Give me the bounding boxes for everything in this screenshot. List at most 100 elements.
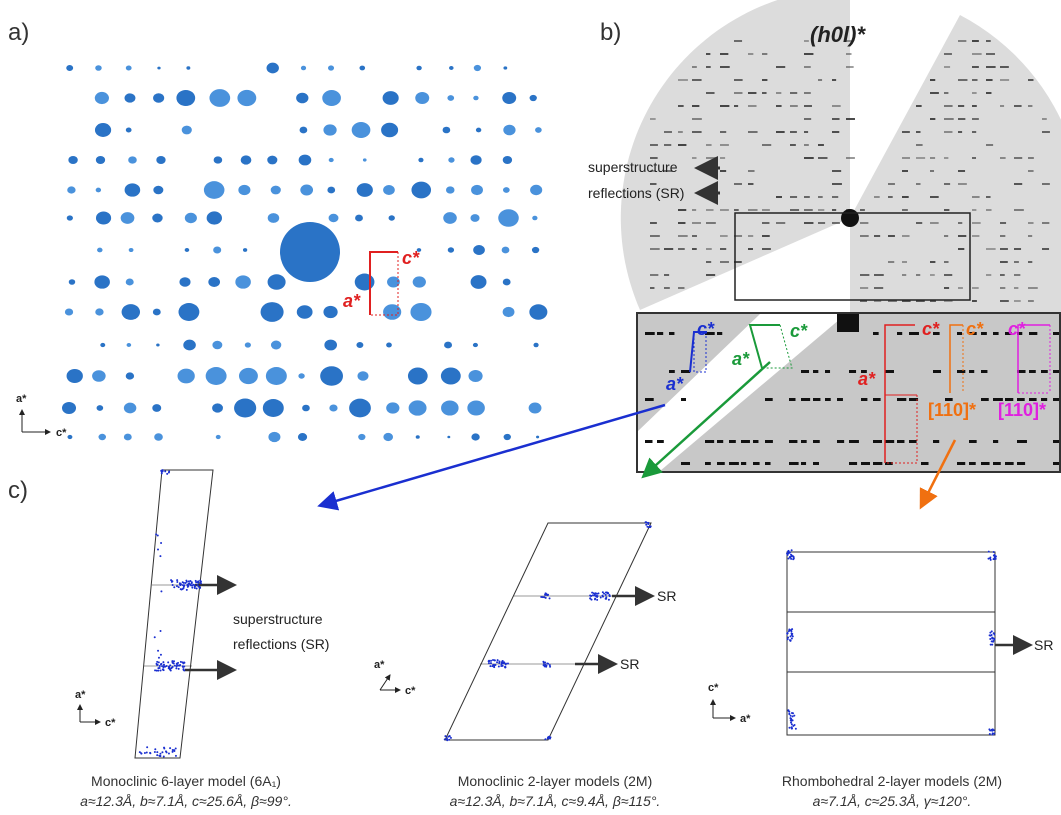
point xyxy=(493,665,495,667)
reflection-blob xyxy=(532,247,539,253)
reflection xyxy=(818,79,822,81)
reflection-blob xyxy=(154,433,163,440)
point xyxy=(162,666,164,668)
point xyxy=(792,712,794,714)
reflection-blob xyxy=(536,436,539,439)
point xyxy=(172,666,174,668)
reflection xyxy=(1028,287,1038,289)
reflection xyxy=(832,222,840,224)
reflection xyxy=(958,183,967,185)
reflection xyxy=(972,196,980,198)
point xyxy=(191,587,193,589)
reflection xyxy=(790,92,797,94)
point xyxy=(990,559,992,561)
reflection xyxy=(717,332,722,335)
reflection xyxy=(981,370,987,373)
point xyxy=(159,555,161,557)
point xyxy=(156,751,158,753)
reflection xyxy=(706,222,716,224)
reflection-blob xyxy=(212,403,223,412)
cell-label: c* xyxy=(790,321,808,341)
reflection xyxy=(902,157,910,159)
reflection-blob xyxy=(126,372,134,379)
reflection xyxy=(664,274,669,276)
reflection xyxy=(1014,287,1018,289)
reflection xyxy=(916,157,925,159)
reflection-blob xyxy=(96,156,105,164)
point xyxy=(993,554,995,556)
reflection-blob xyxy=(302,405,310,412)
point xyxy=(163,669,165,671)
reflection xyxy=(729,462,739,465)
reflection xyxy=(902,261,907,263)
reflection xyxy=(885,370,894,373)
reflection-blob xyxy=(126,66,132,71)
reflection xyxy=(741,462,746,465)
reflection-blob xyxy=(127,343,132,347)
reflection xyxy=(804,118,811,120)
reflection-blob xyxy=(241,155,252,164)
reflection xyxy=(933,440,939,443)
point xyxy=(602,596,604,598)
reflection xyxy=(930,170,934,172)
point xyxy=(450,737,452,739)
reflection-blob xyxy=(349,399,371,418)
beam-stop xyxy=(841,209,859,227)
reflection-blob xyxy=(441,367,461,384)
reflection-blob xyxy=(471,185,483,195)
reflection-blob xyxy=(125,93,136,102)
point xyxy=(146,746,148,748)
reflection xyxy=(986,209,992,211)
reflection xyxy=(944,131,952,133)
point xyxy=(791,637,793,639)
reflection-blob xyxy=(268,274,286,289)
reflection xyxy=(804,131,808,133)
point xyxy=(788,550,790,552)
reflection xyxy=(1028,300,1034,302)
reflection xyxy=(874,287,883,289)
reflection xyxy=(748,53,753,55)
reflection xyxy=(692,235,697,237)
reflection xyxy=(804,157,814,159)
reflection xyxy=(986,40,991,42)
point xyxy=(159,665,161,667)
point xyxy=(989,733,991,735)
reflection-blob xyxy=(67,215,73,220)
reflection-blob xyxy=(129,248,134,252)
reflection xyxy=(720,105,729,107)
point xyxy=(185,580,187,582)
reflection-blob xyxy=(95,123,111,137)
reflection-blob xyxy=(327,187,335,194)
reflection-blob xyxy=(267,156,277,165)
reflection xyxy=(669,332,674,335)
reflection xyxy=(762,209,770,211)
reflection-blob xyxy=(443,212,457,224)
reflection xyxy=(1041,370,1048,373)
point xyxy=(647,522,649,524)
reflection-blob xyxy=(186,66,190,69)
reflection xyxy=(762,92,767,94)
reflection xyxy=(832,105,841,107)
reflection-blob xyxy=(94,275,110,288)
point xyxy=(159,755,161,757)
reflection xyxy=(986,53,995,55)
reflection-blob xyxy=(157,67,160,70)
reflection xyxy=(818,144,824,146)
reflection xyxy=(1000,222,1006,224)
reflection-blob xyxy=(503,187,510,193)
sr-label: SR xyxy=(1034,637,1053,653)
reflection xyxy=(972,53,982,55)
point xyxy=(991,634,993,636)
reflection xyxy=(734,105,738,107)
reflection xyxy=(1014,105,1022,107)
point xyxy=(157,650,159,652)
reflection xyxy=(958,222,962,224)
point xyxy=(172,662,174,664)
reflection xyxy=(720,170,726,172)
reflection xyxy=(916,183,921,185)
reflection-blob xyxy=(243,248,247,252)
reflection-blob xyxy=(122,304,140,320)
reflection xyxy=(804,53,813,55)
axis-label: a* xyxy=(374,659,385,671)
reflection-blob xyxy=(296,93,308,104)
